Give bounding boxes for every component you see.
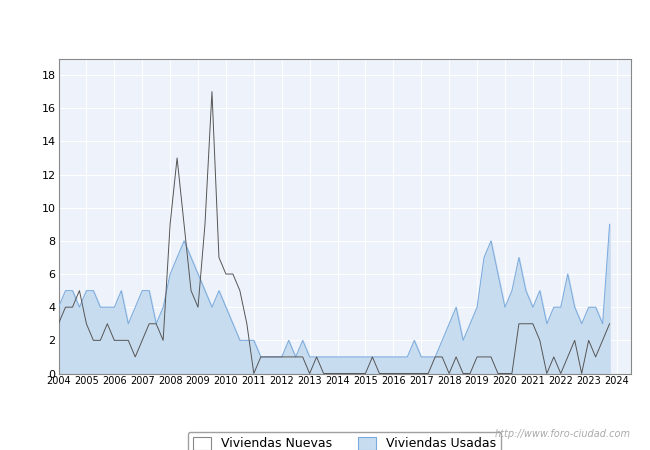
Text: http://www.foro-ciudad.com: http://www.foro-ciudad.com: [495, 429, 630, 439]
Text: Rioja - Evolucion del Nº de Transacciones Inmobiliarias: Rioja - Evolucion del Nº de Transaccione…: [116, 15, 534, 30]
Legend: Viviendas Nuevas, Viviendas Usadas: Viviendas Nuevas, Viviendas Usadas: [188, 432, 501, 450]
